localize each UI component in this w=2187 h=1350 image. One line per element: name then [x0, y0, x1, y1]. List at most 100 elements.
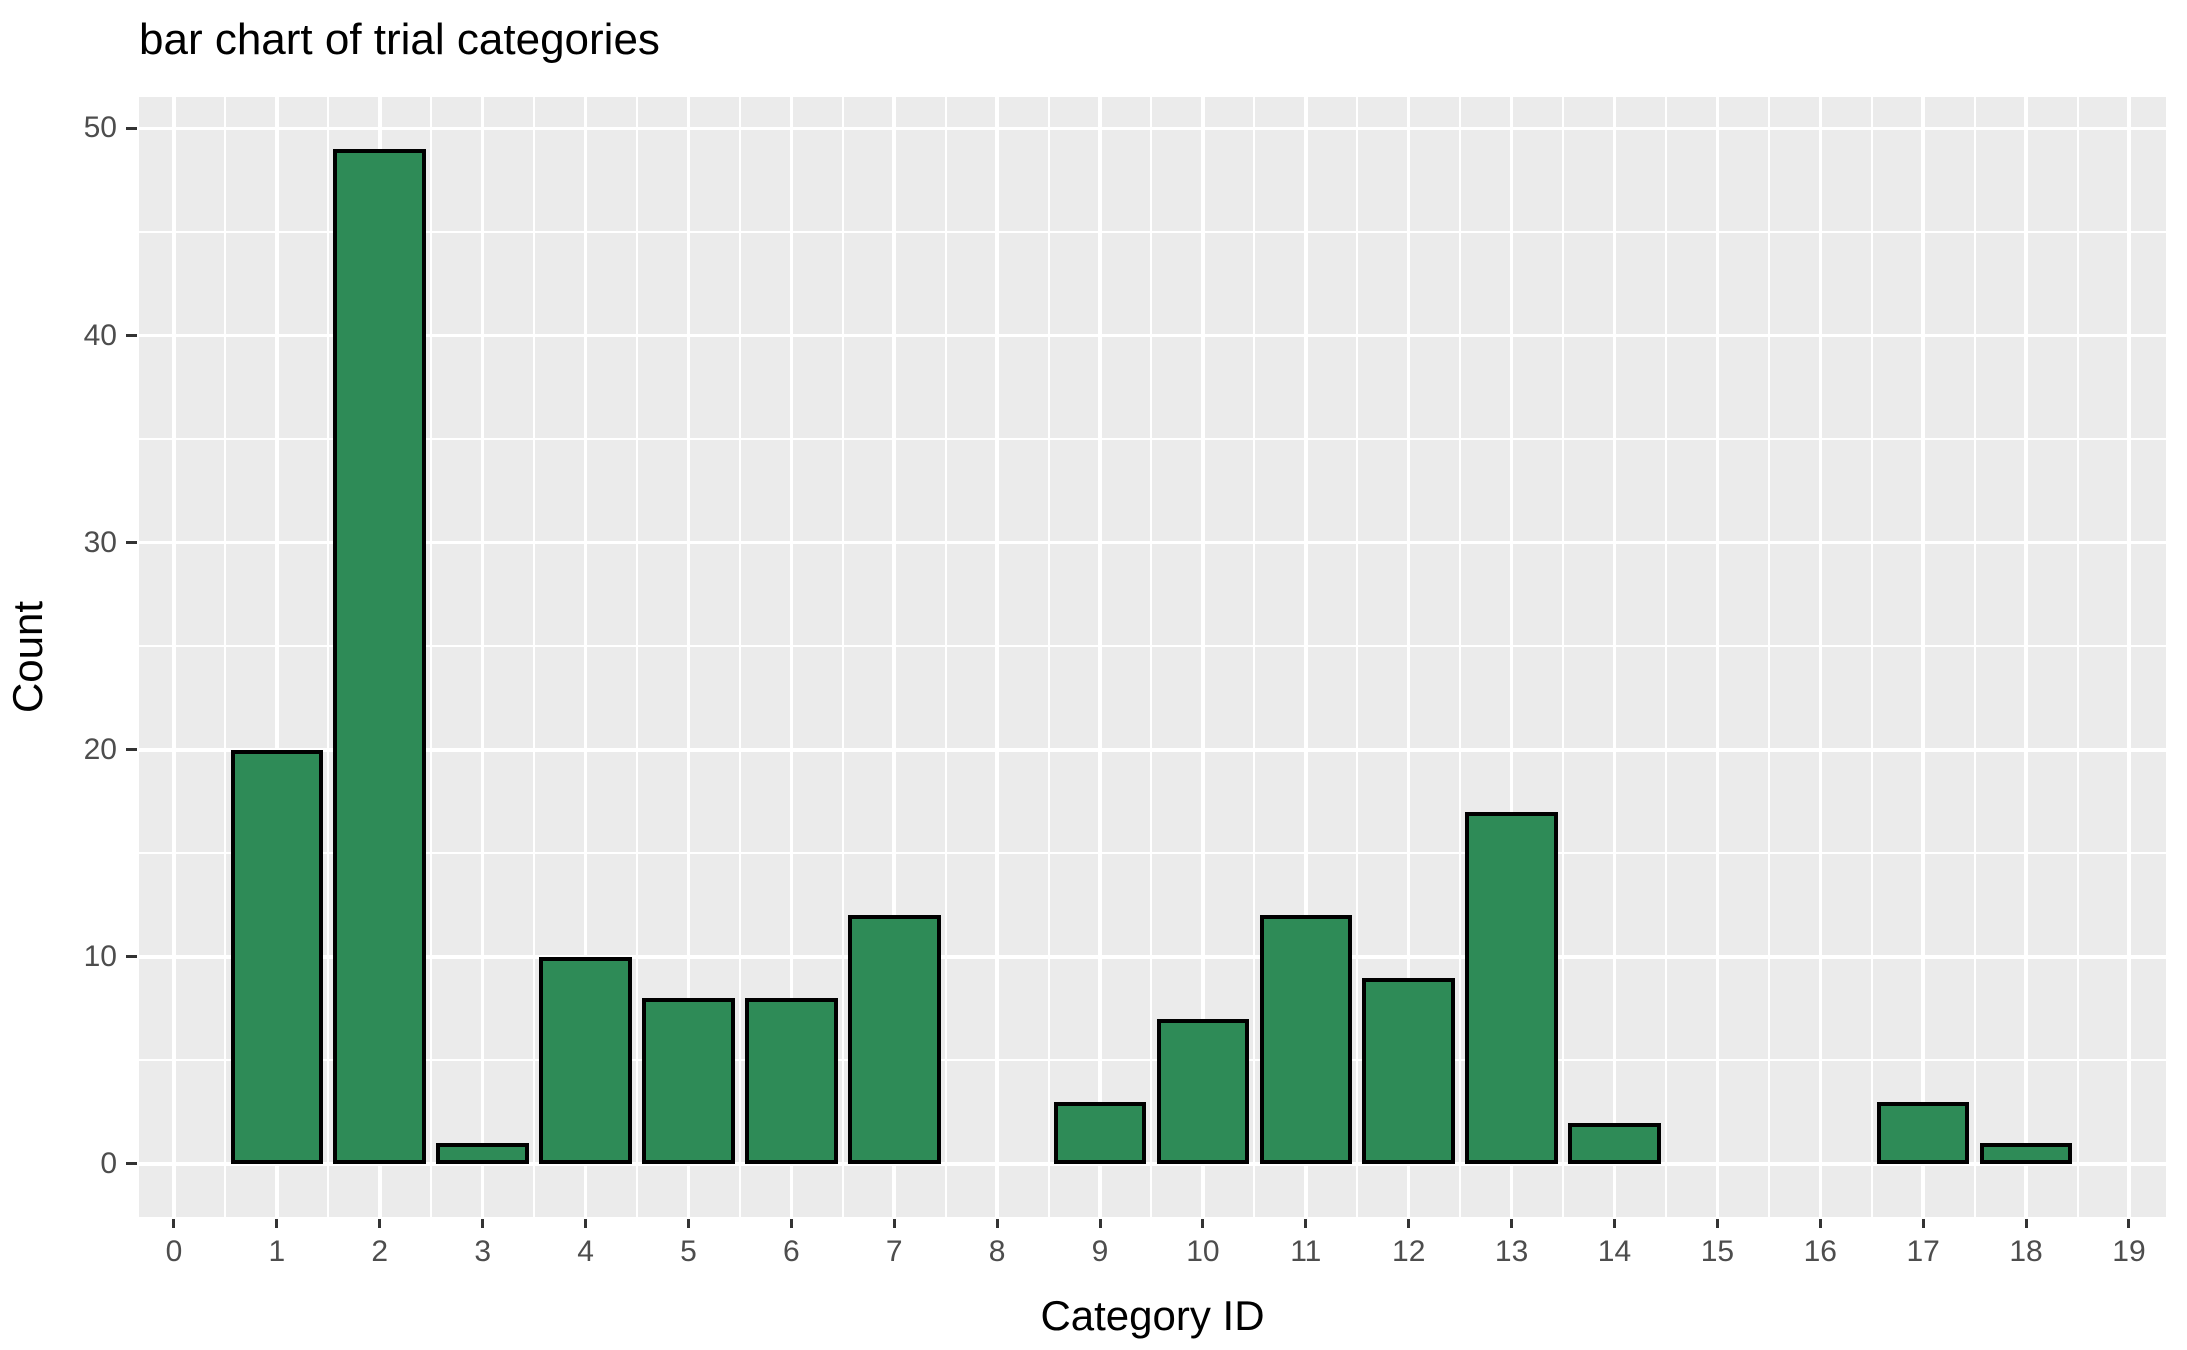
y-minor-gridline	[139, 231, 2166, 234]
x-major-gridline	[583, 97, 588, 1217]
bar-category-18	[1979, 1143, 2073, 1164]
x-tick-5	[686, 1219, 690, 1228]
x-tick-12	[1407, 1219, 1411, 1228]
x-major-gridline	[480, 97, 485, 1217]
x-major-gridline	[1098, 97, 1102, 1217]
x-major-gridline	[2127, 97, 2131, 1217]
x-tick-label-10: 10	[1186, 1235, 1220, 1268]
x-tick-9	[1098, 1219, 1102, 1228]
x-tick-17	[1921, 1219, 1925, 1228]
y-tick-label-30: 30	[83, 525, 117, 559]
x-major-gridline	[1715, 97, 1720, 1217]
x-tick-13	[1510, 1219, 1514, 1228]
bar-category-11	[1259, 915, 1353, 1164]
x-major-gridline	[1612, 97, 1617, 1217]
y-minor-gridline	[139, 645, 2166, 648]
x-tick-label-13: 13	[1494, 1235, 1529, 1268]
y-tick-label-50: 50	[83, 111, 117, 145]
y-tick-0	[126, 1162, 137, 1166]
x-tick-19	[2127, 1219, 2131, 1228]
x-tick-18	[2024, 1219, 2028, 1228]
y-tick-10	[126, 955, 137, 959]
bar-category-5	[642, 998, 735, 1164]
x-major-gridline	[995, 97, 999, 1217]
y-tick-label-20: 20	[83, 732, 117, 766]
x-tick-label-2: 2	[371, 1235, 389, 1268]
x-minor-gridline	[944, 97, 947, 1217]
x-tick-14	[1612, 1219, 1616, 1228]
bar-category-1	[230, 749, 324, 1164]
x-minor-gridline	[1047, 97, 1050, 1217]
y-major-gridline	[139, 126, 2166, 131]
y-tick-50	[126, 126, 137, 130]
bar-category-10	[1156, 1019, 1250, 1164]
bar-category-13	[1465, 811, 1558, 1164]
y-tick-label-0: 0	[100, 1146, 117, 1180]
x-minor-gridline	[1459, 97, 1462, 1217]
x-tick-label-0: 0	[165, 1235, 183, 1268]
y-tick-label-40: 40	[83, 318, 117, 352]
x-major-gridline	[789, 97, 794, 1217]
x-major-gridline	[686, 97, 691, 1217]
x-major-gridline	[2024, 97, 2028, 1217]
x-tick-11	[1304, 1219, 1308, 1228]
y-axis-title: Count	[4, 600, 51, 714]
x-tick-7	[892, 1219, 896, 1228]
x-tick-4	[584, 1219, 588, 1228]
x-tick-label-5: 5	[680, 1235, 697, 1268]
x-tick-6	[789, 1219, 793, 1228]
x-minor-gridline	[841, 97, 844, 1217]
x-minor-gridline	[224, 97, 227, 1217]
x-tick-label-4: 4	[577, 1235, 594, 1268]
x-tick-label-12: 12	[1392, 1235, 1426, 1268]
plot-panel	[139, 97, 2166, 1217]
y-tick-30	[126, 541, 137, 545]
x-tick-label-19: 19	[2112, 1235, 2146, 1268]
x-major-gridline	[275, 97, 279, 1217]
bar-category-6	[745, 998, 838, 1164]
x-major-gridline	[1201, 97, 1205, 1217]
x-minor-gridline	[1562, 97, 1565, 1217]
bar-category-17	[1876, 1101, 1970, 1164]
x-major-gridline	[1818, 97, 1823, 1217]
x-minor-gridline	[738, 97, 741, 1217]
x-minor-gridline	[1253, 97, 1256, 1217]
x-minor-gridline	[636, 97, 638, 1217]
x-tick-label-8: 8	[988, 1235, 1006, 1268]
y-major-gridline	[139, 333, 2166, 338]
x-tick-label-6: 6	[783, 1235, 800, 1268]
x-minor-gridline	[1356, 97, 1359, 1217]
x-tick-label-7: 7	[885, 1235, 903, 1268]
x-minor-gridline	[1767, 97, 1770, 1217]
y-tick-20	[126, 748, 137, 752]
x-tick-label-18: 18	[2009, 1235, 2043, 1268]
x-tick-label-1: 1	[268, 1235, 286, 1268]
x-tick-label-9: 9	[1091, 1235, 1109, 1268]
x-minor-gridline	[533, 97, 536, 1217]
x-major-gridline	[1406, 97, 1411, 1217]
x-tick-8	[995, 1219, 999, 1228]
x-major-gridline	[1921, 97, 1925, 1217]
x-major-gridline	[1509, 97, 1514, 1217]
x-minor-gridline	[327, 97, 330, 1217]
y-major-gridline	[139, 748, 2166, 752]
x-tick-label-3: 3	[474, 1235, 491, 1268]
bar-category-9	[1053, 1101, 1147, 1164]
bar-category-14	[1568, 1122, 1661, 1164]
x-tick-2	[378, 1219, 382, 1228]
x-minor-gridline	[1150, 97, 1153, 1217]
y-tick-label-10: 10	[83, 939, 117, 973]
x-tick-1	[275, 1219, 279, 1228]
x-major-gridline	[1304, 97, 1308, 1217]
y-minor-gridline	[139, 438, 2166, 441]
x-tick-10	[1201, 1219, 1205, 1228]
x-tick-0	[172, 1219, 176, 1228]
bar-category-12	[1362, 977, 1455, 1164]
chart-title: bar chart of trial categories	[139, 15, 660, 64]
bar-category-4	[539, 956, 632, 1164]
y-minor-gridline	[139, 852, 2166, 855]
bar-category-2	[333, 149, 427, 1164]
x-tick-label-11: 11	[1290, 1235, 1322, 1268]
x-tick-3	[481, 1219, 485, 1228]
